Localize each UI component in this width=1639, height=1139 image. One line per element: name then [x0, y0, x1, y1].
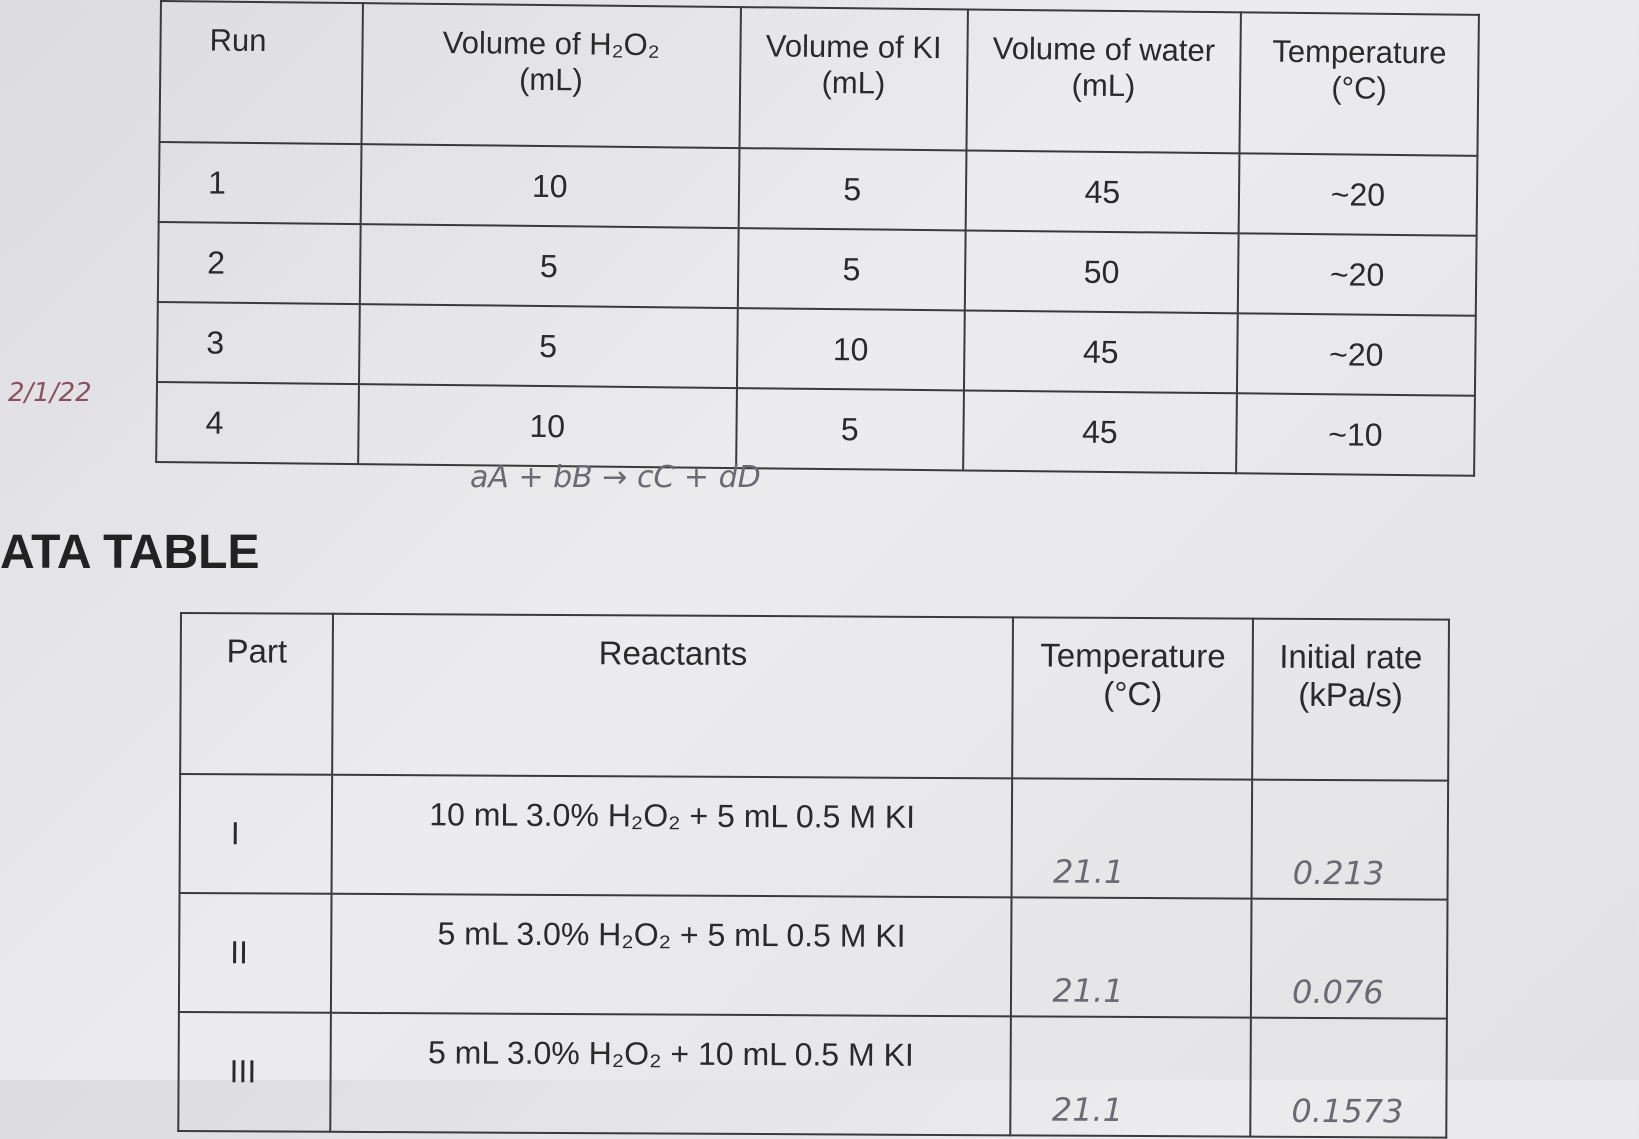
table-cell: I	[179, 774, 333, 894]
table-row: I 10 mL 3.0% H₂O₂ + 5 mL 0.5 M KI 21.1 0.21…	[179, 774, 1449, 900]
data-table: Part Reactants Temperature (°C) Initial rat…	[177, 612, 1450, 1139]
table-cell: 2	[157, 221, 361, 305]
table-cell: 5	[737, 228, 966, 311]
header-cell: Initial rate (kPa/s)	[1252, 618, 1449, 781]
header-cell: Part	[180, 613, 334, 775]
table-row: 2 5 5 50 ~20	[157, 221, 1477, 316]
handwritten-cell: 21.1	[1011, 778, 1253, 899]
table-cell: 5 mL 3.0% H₂O₂ + 10 mL 0.5 M KI	[330, 1012, 1012, 1136]
header-cell: Volume of KI (mL)	[739, 7, 968, 151]
table-cell: 5	[735, 388, 964, 471]
table-cell: 50	[964, 230, 1239, 314]
handwritten-cell: 0.213	[1251, 779, 1449, 900]
table-cell: ~20	[1236, 313, 1476, 396]
header-cell: Temperature (°C)	[1012, 617, 1254, 780]
table-cell: 5	[738, 148, 967, 231]
table-cell: 5	[358, 304, 738, 389]
table-row: III 5 mL 3.0% H₂O₂ + 10 mL 0.5 M KI 21.1 0.…	[178, 1011, 1447, 1138]
run-table: Run Volume of H₂O₂ (mL) Volume of KI (mL) V…	[155, 0, 1480, 477]
table-cell: 5	[359, 224, 739, 309]
margin-note: 2/1/22	[8, 378, 92, 408]
table-row: 4 10 5 45 ~10	[156, 381, 1475, 476]
table-row: 1 10 5 45 ~20	[158, 142, 1478, 236]
table-cell: 1	[158, 142, 362, 225]
table-cell: II	[178, 893, 332, 1013]
handwritten-cell: 0.1573	[1250, 1017, 1447, 1138]
section-title: ATA TABLE	[0, 526, 260, 579]
table-cell: 10 mL 3.0% H₂O₂ + 5 mL 0.5 M KI	[331, 774, 1013, 898]
table-row: 3 5 10 45 ~20	[156, 301, 1476, 396]
header-cell: Temperature (°C)	[1239, 12, 1479, 156]
table-cell: 5 mL 3.0% H₂O₂ + 5 mL 0.5 M KI	[331, 893, 1012, 1017]
table-cell: 10	[736, 308, 965, 391]
handwritten-cell: 0.076	[1250, 898, 1448, 1019]
header-cell: Reactants	[332, 613, 1014, 779]
header-cell: Volume of H₂O₂ (mL)	[361, 3, 741, 149]
header-cell: Run	[159, 1, 363, 145]
table-cell: III	[178, 1011, 332, 1132]
table-cell: 45	[963, 390, 1237, 474]
handwritten-cell: 21.1	[1010, 1016, 1251, 1137]
table-cell: 3	[156, 301, 360, 385]
table-cell: ~20	[1237, 233, 1477, 316]
table-cell: 45	[963, 310, 1238, 394]
table-row: II 5 mL 3.0% H₂O₂ + 5 mL 0.5 M KI 21.1 0.07…	[178, 893, 1448, 1019]
table-cell: ~10	[1235, 393, 1475, 476]
table-cell: 4	[156, 381, 359, 465]
table-cell: ~20	[1238, 153, 1478, 236]
table-cell: 10	[360, 144, 740, 229]
equation: aA + bB → cC + dD	[470, 460, 761, 495]
header-cell: Volume of water (mL)	[966, 9, 1241, 154]
handwritten-cell: 21.1	[1011, 897, 1252, 1018]
table-cell: 45	[965, 150, 1240, 234]
table-cell: 10	[358, 384, 737, 469]
